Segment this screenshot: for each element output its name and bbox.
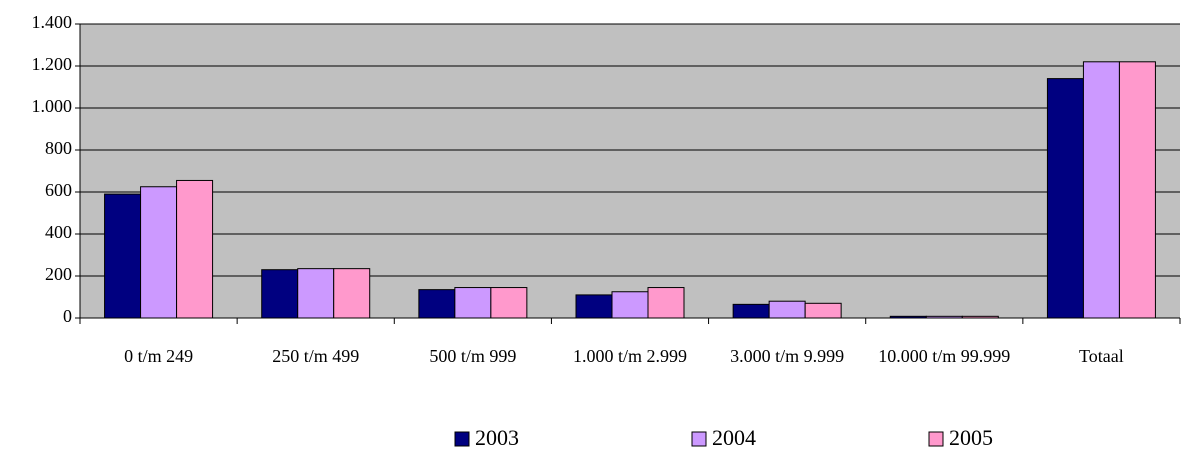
bar xyxy=(611,291,649,319)
bar xyxy=(804,302,842,319)
y-tick-label: 400 xyxy=(45,222,72,242)
x-tick-label: 1.000 t/m 2.999 xyxy=(572,346,687,366)
bar xyxy=(925,315,963,319)
bar xyxy=(333,268,371,319)
legend-swatch xyxy=(454,431,470,447)
plot-area xyxy=(80,24,1180,318)
y-tick-label: 1.200 xyxy=(32,54,73,74)
bar xyxy=(1046,78,1084,319)
x-tick-label: 10.000 t/m 99.999 xyxy=(878,346,1011,366)
bar xyxy=(297,268,335,319)
legend-label: 2005 xyxy=(949,425,993,450)
bar xyxy=(575,294,613,319)
legend-swatch xyxy=(691,431,707,447)
bar xyxy=(768,300,806,319)
bar xyxy=(104,193,142,319)
bar xyxy=(889,315,927,319)
legend-swatch xyxy=(928,431,944,447)
bar xyxy=(732,303,770,319)
y-tick-label: 0 xyxy=(63,306,72,326)
x-tick-label: 250 t/m 499 xyxy=(272,346,360,366)
bar xyxy=(961,315,999,319)
y-tick-label: 1.000 xyxy=(32,96,73,116)
x-tick-label: 500 t/m 999 xyxy=(429,346,517,366)
bar xyxy=(261,269,299,319)
y-tick-label: 800 xyxy=(45,138,72,158)
y-tick-label: 1.400 xyxy=(32,12,73,32)
bar xyxy=(490,287,528,319)
legend-label: 2004 xyxy=(712,425,756,450)
x-tick-label: 0 t/m 249 xyxy=(124,346,194,366)
bar xyxy=(176,179,214,319)
bar xyxy=(140,186,178,319)
x-tick-label: 3.000 t/m 9.999 xyxy=(730,346,845,366)
bar xyxy=(454,287,492,319)
bar xyxy=(1118,61,1156,319)
bar xyxy=(1082,61,1120,319)
y-tick-label: 600 xyxy=(45,180,72,200)
legend-label: 2003 xyxy=(475,425,519,450)
y-tick-label: 200 xyxy=(45,264,72,284)
bar xyxy=(647,287,685,319)
x-tick-label: Totaal xyxy=(1079,346,1124,366)
bar xyxy=(418,289,456,319)
